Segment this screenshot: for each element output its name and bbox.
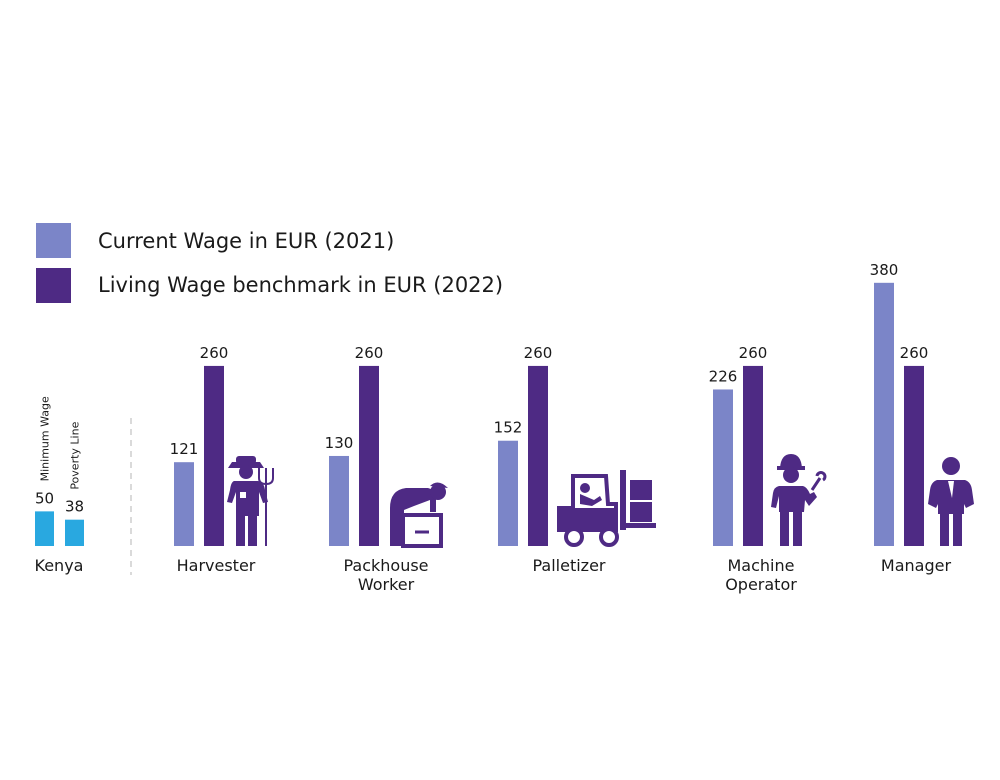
- value-label-living-3: 260: [739, 344, 768, 362]
- reference-name-0: Minimum Wage: [39, 396, 52, 481]
- forklift-icon: [557, 470, 656, 547]
- bar-living-2: [528, 365, 548, 546]
- category-label-1-0: Packhouse: [343, 556, 428, 575]
- value-label-living-1: 260: [355, 344, 384, 362]
- reference-value-0: 50: [35, 489, 54, 507]
- legend-swatch-living: [36, 268, 71, 303]
- category-label-4-0: Manager: [881, 556, 952, 575]
- legend-swatch-current: [36, 223, 71, 258]
- legend-label-current: Current Wage in EUR (2021): [98, 229, 394, 253]
- reference-category-label: Kenya: [35, 556, 84, 575]
- bar-living-0: [204, 365, 224, 546]
- category-label-2-0: Palletizer: [532, 556, 605, 575]
- manager-icon: [928, 457, 974, 546]
- category-label-3-1: Operator: [725, 575, 797, 594]
- value-label-current-2: 152: [494, 419, 523, 437]
- bar-current-0: [174, 462, 194, 546]
- bar-current-1: [329, 455, 349, 546]
- packhouse-worker-icon: [390, 482, 448, 548]
- bar-current-2: [498, 440, 518, 546]
- bar-living-3: [743, 365, 763, 546]
- value-label-current-4: 380: [870, 261, 899, 279]
- category-label-0-0: Harvester: [177, 556, 256, 575]
- bar-living-4: [904, 365, 924, 546]
- value-label-living-2: 260: [524, 344, 553, 362]
- bar-living-1: [359, 365, 379, 546]
- value-label-living-0: 260: [200, 344, 229, 362]
- legend: Current Wage in EUR (2021) Living Wage b…: [36, 223, 503, 303]
- value-label-living-4: 260: [900, 344, 929, 362]
- legend-label-living: Living Wage benchmark in EUR (2022): [98, 273, 503, 297]
- reference-bar-1: [65, 519, 84, 546]
- harvester-icon: [227, 456, 274, 546]
- machine-operator-icon: [771, 454, 827, 546]
- reference-bar-0: [35, 511, 54, 546]
- kenya-reference-group: 50 Minimum Wage 38 Poverty Line Kenya: [35, 396, 85, 575]
- reference-value-1: 38: [65, 498, 84, 516]
- category-label-3-0: Machine: [728, 556, 795, 575]
- value-label-current-0: 121: [170, 440, 199, 458]
- bar-current-4: [874, 282, 894, 546]
- value-label-current-1: 130: [325, 434, 354, 452]
- bar-current-3: [713, 389, 733, 546]
- value-label-current-3: 226: [709, 367, 738, 385]
- reference-name-1: Poverty Line: [69, 421, 82, 489]
- category-label-1-1: Worker: [358, 575, 415, 594]
